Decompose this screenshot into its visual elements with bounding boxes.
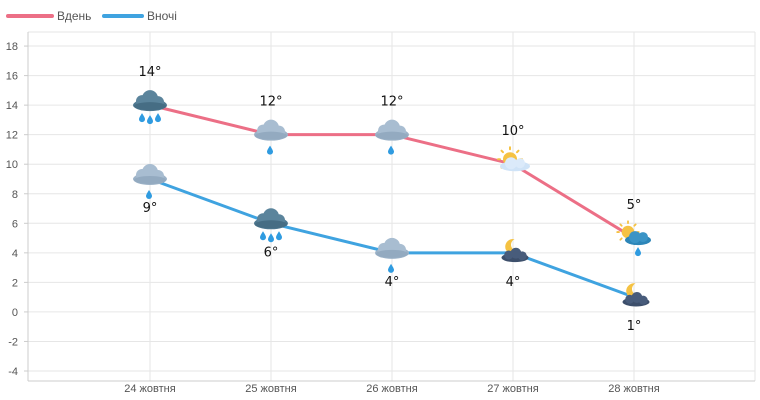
moon-behind-cloud-icon — [501, 239, 529, 263]
cloud-light-part — [254, 119, 288, 141]
drop-part — [260, 231, 266, 241]
cloud-light-part — [133, 163, 167, 185]
temp-label-day: 5° — [627, 198, 642, 213]
drop-part — [267, 145, 273, 155]
drop-part — [268, 233, 274, 243]
x-tick-label: 25 жовтня — [245, 383, 296, 395]
temp-label-day: 14° — [138, 65, 161, 80]
y-tick-label: 16 — [6, 71, 18, 83]
y-axis: 18 16 14 12 10 8 6 4 2 0 -2 -4 — [6, 32, 29, 381]
legend-item-day[interactable]: Вдень — [6, 9, 91, 23]
grid — [28, 31, 756, 381]
y-tick-label: 8 — [12, 189, 18, 201]
x-tick-label: 24 жовтня — [124, 383, 175, 395]
y-tick-label: 14 — [6, 100, 18, 112]
y-tick-label: 4 — [12, 248, 18, 260]
cloud-part — [505, 157, 517, 170]
legend-label-night: Вночі — [147, 9, 177, 23]
data-labels: 14° 12° 12° 10° 5° 9° 6° 4° 4° 1° — [138, 65, 641, 334]
y-tick-label: 10 — [6, 159, 18, 171]
light-rain-cloud-icon — [375, 237, 409, 273]
sun-behind-cloud-icon — [497, 146, 530, 172]
y-tick-label: 0 — [12, 307, 18, 319]
temp-label-day: 10° — [501, 124, 524, 139]
temp-label-night: 4° — [385, 275, 400, 290]
heavy-rain-cloud-icon — [254, 208, 288, 243]
light-rain-cloud-icon — [375, 119, 409, 155]
weather-icons — [133, 90, 651, 307]
y-tick-label: -4 — [8, 366, 18, 378]
temp-label-day: 12° — [380, 95, 403, 110]
drop-part — [388, 145, 394, 155]
light-rain-cloud-icon — [254, 119, 288, 155]
cloud-dark-part — [133, 90, 167, 112]
legend-label-day: Вдень — [57, 9, 91, 23]
drop-part — [388, 263, 394, 273]
y-tick-label: 6 — [12, 218, 18, 230]
temp-label-night: 4° — [506, 275, 521, 290]
temp-label-night: 6° — [264, 245, 279, 260]
cloud-part — [515, 158, 525, 169]
y-tick-label: 12 — [6, 130, 18, 142]
cloud-night-part — [501, 247, 529, 263]
temp-label-night: 1° — [627, 319, 642, 334]
drop-part — [635, 247, 641, 257]
drop-part — [155, 113, 161, 123]
temp-label-day: 12° — [259, 95, 282, 110]
x-axis: 24 жовтня 25 жовтня 26 жовтня 27 жовтня 28 ж… — [28, 380, 755, 395]
x-tick-label: 26 жовтня — [366, 383, 417, 395]
x-tick-label: 28 жовтня — [608, 383, 659, 395]
y-tick-label: 18 — [6, 41, 18, 53]
cloud-light-part — [375, 119, 409, 141]
legend: Вдень Вночі — [6, 9, 177, 23]
sun-behind-rain-cloud-icon — [616, 220, 651, 257]
legend-item-night[interactable]: Вночі — [102, 9, 177, 23]
y-tick-label: -2 — [8, 336, 18, 348]
y-tick-label: 2 — [12, 277, 18, 289]
drop-part — [147, 115, 153, 125]
temp-label-night: 9° — [143, 201, 158, 216]
cloud-part — [629, 231, 641, 244]
cloud-part — [638, 232, 648, 243]
drop-part — [146, 189, 152, 199]
x-tick-label: 27 жовтня — [487, 383, 538, 395]
drop-part — [139, 113, 145, 123]
heavy-rain-cloud-icon — [133, 90, 167, 125]
cloud-light-part — [375, 237, 409, 259]
drop-part — [276, 231, 282, 241]
cloud-dark-part — [254, 208, 288, 230]
